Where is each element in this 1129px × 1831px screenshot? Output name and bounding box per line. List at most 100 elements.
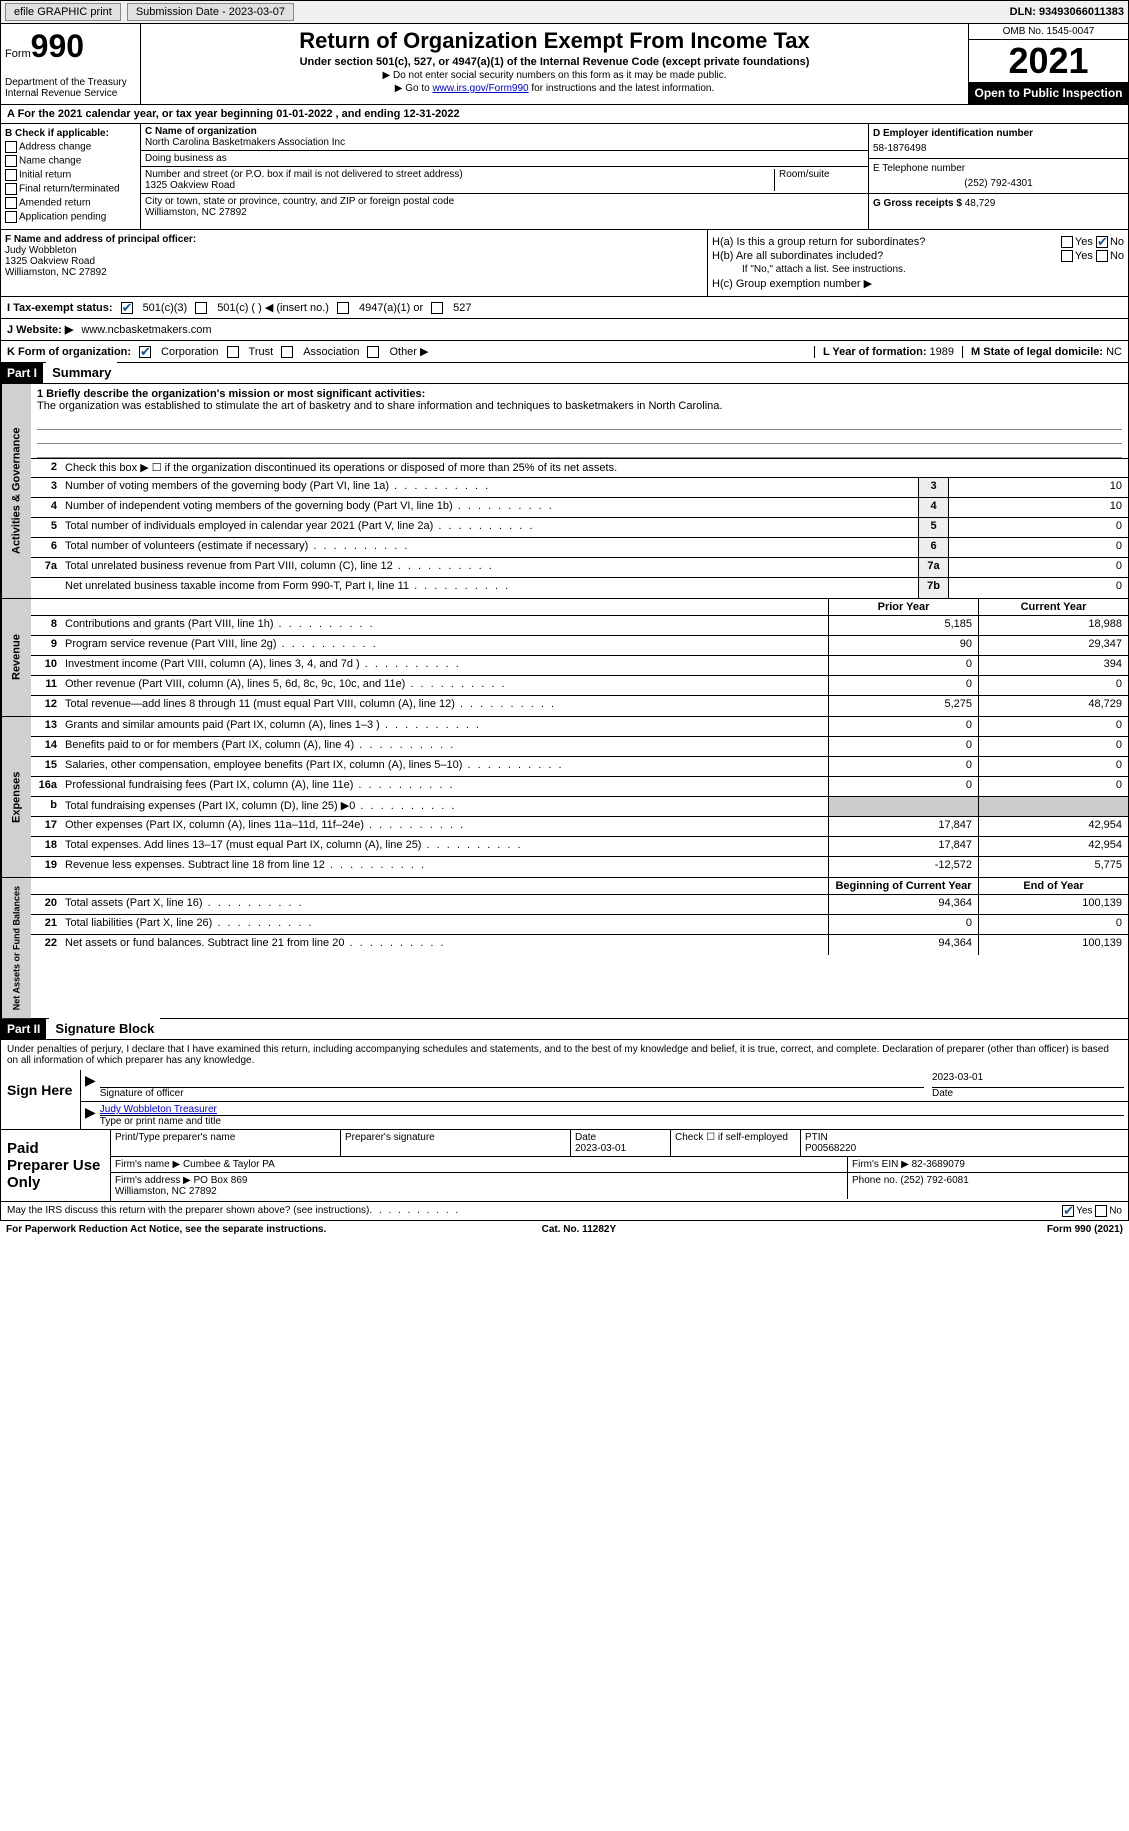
cb-other[interactable] — [367, 346, 379, 358]
irs-link[interactable]: www.irs.gov/Form990 — [432, 83, 528, 94]
topbar: efile GRAPHIC print Submission Date - 20… — [0, 0, 1129, 24]
part2-title: Signature Block — [49, 1018, 160, 1039]
table-row: 14Benefits paid to or for members (Part … — [31, 737, 1128, 757]
cb-final-return[interactable]: Final return/terminated — [5, 183, 136, 195]
table-row: 16aProfessional fundraising fees (Part I… — [31, 777, 1128, 797]
city-label: City or town, state or province, country… — [145, 196, 864, 207]
open-inspection: Open to Public Inspection — [969, 82, 1128, 104]
firm-phone: (252) 792-6081 — [900, 1175, 968, 1186]
cb-4947[interactable] — [337, 302, 349, 314]
table-row: 12Total revenue—add lines 8 through 11 (… — [31, 696, 1128, 716]
table-row: 17Other expenses (Part IX, column (A), l… — [31, 817, 1128, 837]
submission-date-button[interactable]: Submission Date - 2023-03-07 — [127, 3, 294, 21]
paid-preparer-block: Paid Preparer Use Only Print/Type prepar… — [0, 1130, 1129, 1202]
ha-no[interactable] — [1096, 236, 1108, 248]
cb-app-pending[interactable]: Application pending — [5, 211, 136, 223]
netassets-section: Net Assets or Fund Balances Beginning of… — [0, 878, 1129, 1019]
line-a-text: A For the 2021 calendar year, or tax yea… — [1, 105, 466, 123]
table-row: bTotal fundraising expenses (Part IX, co… — [31, 797, 1128, 817]
cb-initial-return[interactable]: Initial return — [5, 169, 136, 181]
check-self: Check ☐ if self-employed — [671, 1130, 801, 1156]
part2-header: Part II — [1, 1019, 46, 1039]
cb-name-change[interactable]: Name change — [5, 155, 136, 167]
form-footer: Form 990 (2021) — [1047, 1224, 1123, 1235]
line-i-label: I Tax-exempt status: — [7, 302, 113, 314]
phone-label: E Telephone number — [873, 163, 1124, 174]
table-row: 8Contributions and grants (Part VIII, li… — [31, 616, 1128, 636]
city-value: Williamston, NC 27892 — [145, 207, 864, 218]
cb-corp[interactable] — [139, 346, 151, 358]
ein-value: 58-1876498 — [873, 143, 1124, 154]
table-row: 4Number of independent voting members of… — [31, 498, 1128, 518]
box-h: H(a) Is this a group return for subordin… — [708, 230, 1128, 296]
firm-name: Cumbee & Taylor PA — [183, 1159, 275, 1170]
cb-501c3[interactable] — [121, 302, 133, 314]
ln-num: 2 — [31, 459, 61, 477]
dln-label: DLN: 93493066011383 — [1010, 6, 1124, 18]
part1-title: Summary — [46, 362, 117, 383]
hb-no[interactable] — [1096, 250, 1108, 262]
table-row: 13Grants and similar amounts paid (Part … — [31, 717, 1128, 737]
omb-number: OMB No. 1545-0047 — [969, 24, 1128, 40]
table-row: 22Net assets or fund balances. Subtract … — [31, 935, 1128, 955]
table-row: 18Total expenses. Add lines 13–17 (must … — [31, 837, 1128, 857]
room-label: Room/suite — [774, 169, 864, 191]
table-row: Net unrelated business taxable income fr… — [31, 578, 1128, 598]
rev-label: Revenue — [1, 599, 31, 716]
cb-527[interactable] — [431, 302, 443, 314]
officer-label: F Name and address of principal officer: — [5, 234, 703, 245]
paperwork-notice: For Paperwork Reduction Act Notice, see … — [6, 1224, 326, 1235]
part2-header-row: Part II Signature Block — [0, 1019, 1129, 1040]
form-title: Return of Organization Exempt From Incom… — [149, 28, 960, 54]
table-row: 20Total assets (Part X, line 16)94,36410… — [31, 895, 1128, 915]
ha-yes[interactable] — [1061, 236, 1073, 248]
line-k-label: K Form of organization: — [7, 346, 131, 358]
org-name-label: C Name of organization — [145, 126, 864, 137]
cb-501c[interactable] — [195, 302, 207, 314]
part1-header: Part I — [1, 363, 43, 383]
discuss-no[interactable] — [1095, 1205, 1107, 1217]
gov-section: 1 Briefly describe the organization's mi… — [31, 384, 1128, 598]
officer-name: Judy Wobbleton — [5, 245, 703, 256]
org-name: North Carolina Basketmakers Association … — [145, 137, 864, 148]
hb-note: If "No," attach a list. See instructions… — [712, 264, 1124, 275]
table-row: 10Investment income (Part VIII, column (… — [31, 656, 1128, 676]
box-b: B Check if applicable: Address change Na… — [1, 124, 141, 229]
discuss-row: May the IRS discuss this return with the… — [0, 1202, 1129, 1221]
note-ssn: ▶ Do not enter social security numbers o… — [149, 70, 960, 81]
sign-here-label: Sign Here — [1, 1070, 81, 1129]
hb-yes[interactable] — [1061, 250, 1073, 262]
table-row: 15Salaries, other compensation, employee… — [31, 757, 1128, 777]
form-subtitle: Under section 501(c), 527, or 4947(a)(1)… — [149, 56, 960, 68]
ptin-value: P00568220 — [805, 1143, 856, 1154]
cb-amended-return[interactable]: Amended return — [5, 197, 136, 209]
sign-here-block: Sign Here ▶ Signature of officer 2023-03… — [0, 1070, 1129, 1130]
signer-name-link[interactable]: Judy Wobbleton Treasurer — [100, 1104, 217, 1115]
box-b-title: B Check if applicable: — [5, 128, 136, 139]
cb-address-change[interactable]: Address change — [5, 141, 136, 153]
line2-text: Check this box ▶ ☐ if the organization d… — [61, 459, 1128, 477]
efile-print-button[interactable]: efile GRAPHIC print — [5, 3, 121, 21]
table-row: 6Total number of volunteers (estimate if… — [31, 538, 1128, 558]
prep-name-label: Print/Type preparer's name — [111, 1130, 341, 1156]
line-j: J Website: ▶ www.ncbasketmakers.com — [0, 319, 1129, 341]
header-center: Return of Organization Exempt From Incom… — [141, 24, 968, 104]
discuss-yes[interactable] — [1062, 1205, 1074, 1217]
ha-label: H(a) Is this a group return for subordin… — [712, 236, 925, 248]
officer-addr1: 1325 Oakview Road — [5, 256, 703, 267]
cb-trust[interactable] — [227, 346, 239, 358]
gov-label: Activities & Governance — [1, 384, 31, 598]
box-f: F Name and address of principal officer:… — [1, 230, 708, 296]
arrow-icon: ▶ — [85, 1104, 96, 1127]
sig-date: 2023-03-01 — [932, 1072, 1124, 1088]
date-label: Date — [932, 1088, 1124, 1099]
ein-label: D Employer identification number — [873, 128, 1124, 139]
header-right: OMB No. 1545-0047 2021 Open to Public In… — [968, 24, 1128, 104]
part1-header-row: Part I Summary — [0, 363, 1129, 384]
cb-assoc[interactable] — [281, 346, 293, 358]
exp-label: Expenses — [1, 717, 31, 877]
prior-header: Prior Year — [828, 599, 978, 615]
line-j-label: J Website: ▶ — [7, 323, 73, 336]
prep-sig-label: Preparer's signature — [341, 1130, 571, 1156]
addr-label: Number and street (or P.O. box if mail i… — [145, 169, 774, 180]
